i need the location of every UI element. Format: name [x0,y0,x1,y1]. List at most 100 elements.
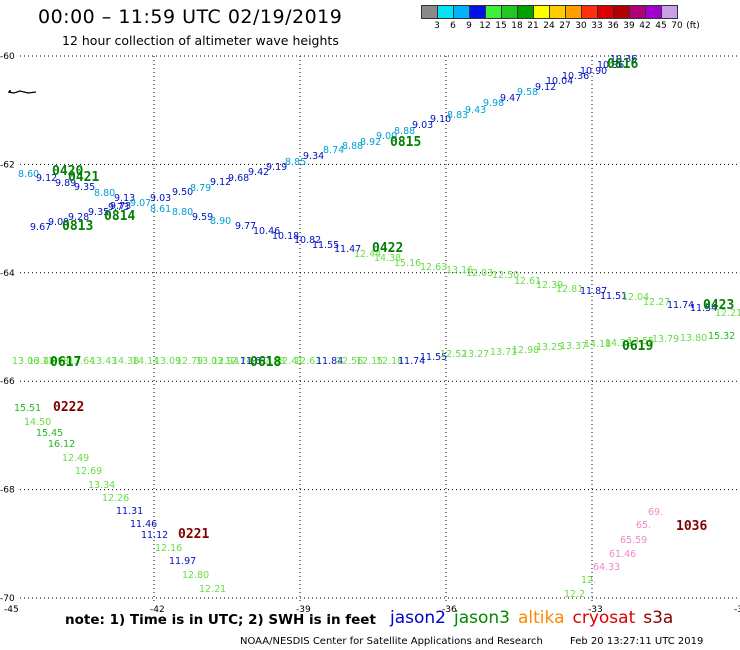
color-scale-label: 15 [495,21,507,31]
wave-height-value: 9.98 [483,98,504,109]
wave-height-value: 12.04 [622,292,649,303]
pass-time-label: 0619 [622,339,653,354]
color-scale-label: 12 [479,21,491,31]
pass-time-label: 0813 [62,219,93,234]
wave-height-value: 12.98 [512,345,539,356]
wave-height-value: 8.88 [342,141,363,152]
longitude-tick-label: -39 [296,605,311,615]
wave-height-value: 9.10 [430,114,451,125]
color-scale-label: 24 [543,21,555,31]
wave-height-value: 69. [648,507,663,518]
legend-entry: s3a [643,608,674,628]
wave-height-value: 16.12 [48,439,75,450]
wave-height-value: 12.61 [514,276,541,287]
wave-height-value: 9.07 [130,198,151,209]
wave-height-value: 15.51 [14,403,41,414]
color-scale-swatch [661,5,678,19]
longitude-tick-label: -33 [588,605,603,615]
wave-height-value: 8.74 [323,145,344,156]
units-note: note: 1) Time is in UTC; 2) SWH is in fe… [65,612,376,628]
wave-height-value: 11.54 [690,303,717,314]
wave-height-value: 10.36 [610,54,637,65]
color-scale-label: 27 [559,21,571,31]
wave-height-value: 13.98 [42,356,69,367]
legend-entry: altika [518,608,565,628]
wave-height-value: 12.69 [75,466,102,477]
color-scale-label: 33 [591,21,603,31]
pass-time-label: 0423 [703,298,734,313]
color-scale-label: 42 [639,21,651,31]
color-scale-label: 45 [655,21,667,31]
wave-height-value: 11.46 [130,519,157,530]
wave-height-value: 12.26 [102,493,129,504]
pass-time-label: 0816 [607,57,638,72]
wave-height-value: 9.35 [88,207,109,218]
page-subtitle: 12 hour collection of altimeter wave hei… [62,33,339,48]
pass-time-label: 0617 [50,355,81,370]
wave-height-value: 8.92 [360,137,381,148]
wave-height-value: 14.32 [605,338,632,349]
latitude-tick-label: -68 [0,486,15,496]
wave-height-value: 12.49 [62,453,89,464]
wave-height-value: 13.34 [88,480,115,491]
wave-height-value: 12.2 [564,589,585,600]
wave-height-value: 9.73 [108,202,129,213]
latitude-tick-label: -62 [0,160,15,170]
pass-time-label: 0421 [68,170,99,185]
color-scale-label: 6 [450,21,456,31]
wave-height-value: 15.16 [394,258,421,269]
wave-height-value: 10.36 [597,60,624,71]
color-scale-label: 18 [511,21,523,31]
wave-height-value: 13.06 [12,356,39,367]
wave-height-value: 11.61 [240,356,267,367]
wave-height-value: 13.71 [490,347,517,358]
pass-time-label: 0814 [104,209,135,224]
wave-height-value: 12.21 [715,308,740,319]
wave-height-value: 9.03 [412,120,433,131]
wave-height-value: 13.37 [560,341,587,352]
wave-height-value: 8.61 [150,204,171,215]
axis-tick-labels: -45 -42 -39 -36 -33 -30 -60 -62 -64 -66 -68 -70 [0,52,740,615]
wave-height-value: 8.88 [394,126,415,137]
wave-height-value: 12.18 [376,356,403,367]
wave-height-value: 9.34 [303,151,324,162]
wave-height-value: 9.12 [36,173,57,184]
wave-height-value: 8.85 [285,157,306,168]
wave-height-value: 12.15 [356,356,383,367]
color-scale-label: 9 [466,21,472,31]
wave-height-value: 9.67 [30,222,51,233]
wave-height-value: 12. [581,575,596,586]
wave-height-value: 10.90 [580,66,607,77]
wave-height-value: 15.32 [708,331,735,342]
footer-credit: NOAA/NESDIS Center for Satellite Applica… [240,636,703,647]
wave-height-value: 9.00 [376,131,397,142]
pass-time-label: 0618 [250,355,281,370]
wave-height-value: 61.46 [609,549,636,560]
wave-height-value: 12.03 [466,268,493,279]
wave-height-value: 13.48 [28,356,55,367]
wave-height-value: 65. [636,520,651,531]
wave-height-value: 9.28 [68,212,89,223]
wave-height-value: 11.74 [667,300,694,311]
wave-height-value: 9.12 [210,177,231,188]
wave-height-value: 9.47 [500,93,521,104]
wave-height-value: 13.16 [446,265,473,276]
wave-height-value: 15.45 [36,428,63,439]
wave-height-value: 10.36 [562,71,589,82]
color-scale-label: 70 [671,21,683,31]
wave-height-value: 10.18 [272,231,299,242]
wave-height-value: 13.79 [652,334,679,345]
wave-height-value: 9.50 [172,187,193,198]
wave-height-value: 9.68 [228,173,249,184]
wave-height-value: 12.56 [336,356,363,367]
wave-height-value: 9.35 [74,182,95,193]
wave-height-value: 13.64 [68,356,95,367]
wave-height-value: 11.87 [580,286,607,297]
color-scale-labels: 3 6 9 12 15 18 21 24 27 30 33 36 39 42 45 70 (ft) [421,21,740,35]
wave-height-value: 11.12 [141,530,168,541]
wave-height-value: 11.55 [420,352,447,363]
wave-height-value: 12.88 [258,356,285,367]
pass-time-label: 0420 [52,164,83,179]
wave-height-value: 11.55 [312,240,339,251]
